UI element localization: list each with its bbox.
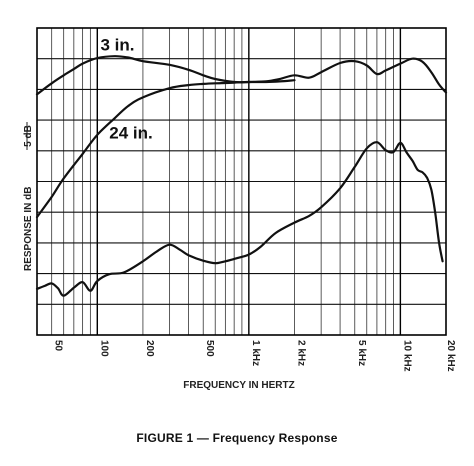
x-tick-label: 5 kHz <box>356 340 367 366</box>
x-tick-label: 1 kHz <box>250 340 261 366</box>
x-tick-label: 100 <box>98 340 109 357</box>
x-tick-label: 2 kHz <box>296 340 307 366</box>
x-tick-label: 500 <box>204 340 215 357</box>
figure-caption: FIGURE 1 — Frequency Response <box>136 431 338 445</box>
x-tick-labels: 50 100 200 500 1 kHz 2 kHz 5 kHz 10 kHz 20 kHz <box>53 340 456 372</box>
series-annotations: 3 in. 24 in. <box>101 36 153 143</box>
frequency-response-chart: 3 in. 24 in. 50 100 200 500 1 kHz 2 kHz 5 kHz 10… <box>23 27 456 391</box>
y-scale-label: 5 dB <box>23 125 34 147</box>
x-tick-label: 200 <box>144 340 155 357</box>
plot-frame <box>36 27 447 336</box>
x-tick-label: 10 kHz <box>401 340 412 372</box>
major-grid <box>37 27 446 336</box>
x-tick-label: 50 <box>53 340 64 352</box>
x-axis-label: FREQUENCY IN HERTZ <box>183 380 295 391</box>
series-line-1 <box>35 55 448 96</box>
series-line-3 <box>35 141 444 297</box>
y-axis-label: RESPONSE IN dB <box>23 187 34 271</box>
series-label-2: 24 in. <box>109 124 152 143</box>
x-tick-label: 20 kHz <box>445 340 456 372</box>
series-label-1: 3 in. <box>101 36 135 55</box>
series-line-2 <box>35 79 296 219</box>
series-layer <box>35 55 448 297</box>
